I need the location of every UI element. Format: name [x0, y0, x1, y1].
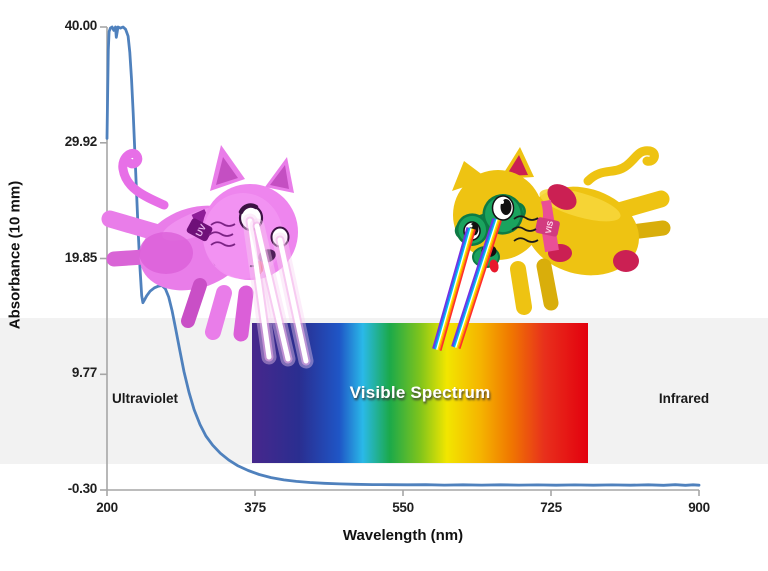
x-tick-label: 200 [96, 500, 118, 515]
x-axis-title: Wavelength (nm) [342, 527, 464, 544]
vis-cat-collar-tag: VIS [535, 217, 560, 237]
x-tick-label: 900 [688, 500, 710, 515]
x-tick-label: 725 [540, 500, 562, 515]
uv-cat-tail [118, 148, 169, 210]
x-tick-label: 550 [392, 500, 414, 515]
y-tick-label: 29.92 [64, 133, 98, 149]
vis-cat-spots [547, 184, 639, 272]
vis-cat-front-legs [510, 258, 559, 315]
uv-cat-collar-tag: UV [186, 218, 213, 242]
y-tick-label: 9.77 [71, 365, 97, 381]
uv-cat-ears [210, 145, 294, 193]
y-tick-label: -0.30 [67, 481, 98, 496]
x-tick-label: 375 [244, 500, 266, 515]
visible-spectrum-label: Visible Spectrum [349, 383, 491, 402]
vis-cat-tag-label: VIS [544, 219, 556, 234]
visible-spectrum-bar: Visible Spectrum [252, 323, 588, 463]
y-tick-label: 40.00 [64, 18, 98, 33]
absorbance-curve [105, 25, 701, 487]
uv-cat-haunch [139, 232, 193, 274]
infrared-label: Infrared [658, 391, 710, 406]
uv-cat-illustration: UV [101, 145, 298, 342]
vis-cat-illustration: VIS [452, 146, 671, 315]
uv-cat-front-legs [181, 278, 254, 342]
y-tick-label: 19.85 [64, 249, 98, 265]
vis-cat-tail [583, 146, 659, 186]
vis-cat-ears [452, 147, 534, 191]
vis-cat-whiskers [511, 215, 539, 243]
vis-cat-nose [481, 245, 497, 257]
ultraviolet-label: Ultraviolet [112, 391, 179, 406]
uv-cat-whiskers [208, 221, 236, 247]
y-axis-title: Absorbance (10 mm) [6, 180, 24, 330]
